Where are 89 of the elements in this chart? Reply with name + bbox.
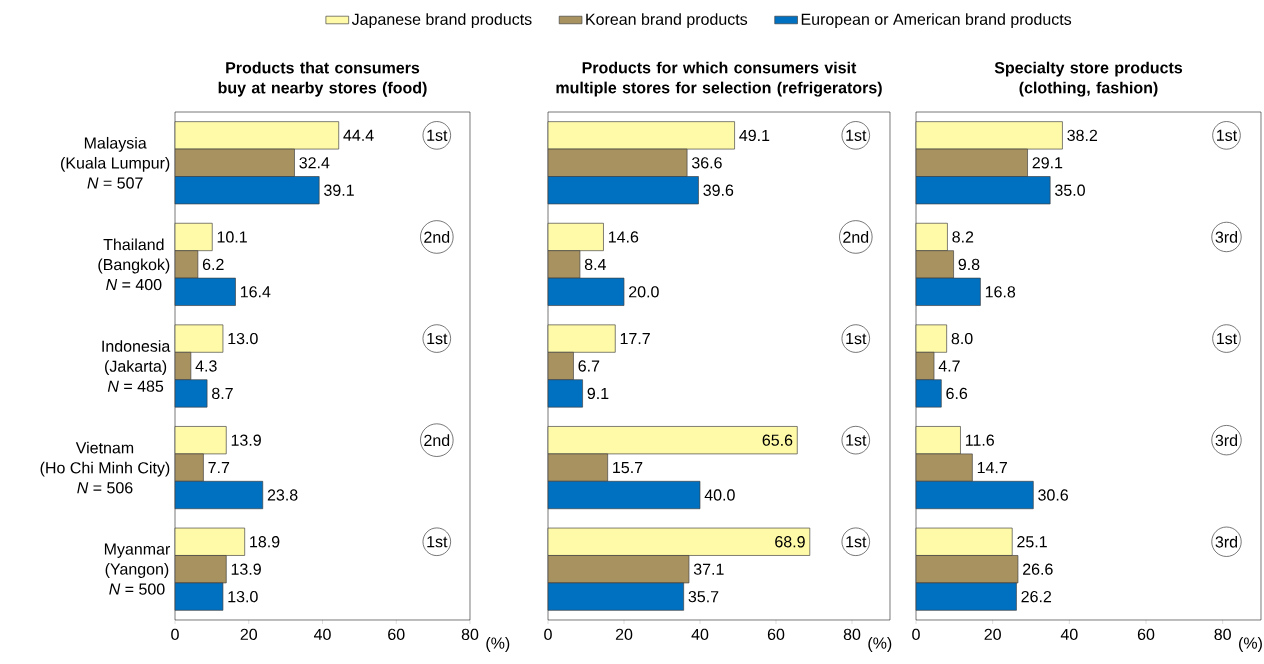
x-tick-label: 60 xyxy=(1137,628,1155,641)
data-label: 32.4 xyxy=(299,157,330,169)
annotation: 3rd xyxy=(1215,231,1238,243)
data-label: 18.9 xyxy=(250,536,280,548)
data-label: 4.3 xyxy=(195,360,217,372)
data-label: 20.0 xyxy=(629,286,659,298)
data-label: 29.1 xyxy=(1032,157,1063,169)
annotation: 1st xyxy=(1217,332,1238,345)
data-label: 13.0 xyxy=(228,332,258,345)
data-label: 6.7 xyxy=(578,360,600,372)
data-label: 13.9 xyxy=(231,563,261,575)
x-tick-label: 40 xyxy=(691,628,709,641)
annotation: 3rd xyxy=(1215,535,1238,548)
data-label: 10.1 xyxy=(217,231,247,243)
data-label: 16.8 xyxy=(985,286,1016,298)
data-label: 13.0 xyxy=(228,590,258,603)
data-label: 23.8 xyxy=(267,489,298,501)
data-label: 49.1 xyxy=(739,129,770,142)
data-label: 13.9 xyxy=(231,434,261,446)
data-label: 30.6 xyxy=(1038,489,1068,501)
data-label: 4.7 xyxy=(938,360,960,372)
chart-title: Products that consumers buy at nearby stores (food) xyxy=(218,61,427,97)
x-tick-label: 0 xyxy=(171,628,179,641)
data-label: 11.6 xyxy=(965,434,994,446)
data-label: 6.6 xyxy=(946,387,968,400)
annotation: 1st xyxy=(427,536,448,548)
annotation: 2nd xyxy=(843,231,869,243)
data-label: 39.1 xyxy=(324,184,354,196)
annotation: 1st xyxy=(846,536,867,548)
annotation: 1st xyxy=(427,332,448,345)
x-tick-label: 40 xyxy=(313,628,331,641)
annotation: 2nd xyxy=(424,231,450,243)
data-label: 8.7 xyxy=(212,387,233,400)
chart-title: Products for which consumers visit multiple stores for selection (refrigerators) xyxy=(556,61,882,97)
x-tick-label: 40 xyxy=(1060,628,1078,641)
data-label: 26.2 xyxy=(1021,590,1052,603)
x-tick-label: 80 xyxy=(461,628,479,641)
legend-label: Korean brand products xyxy=(586,13,748,29)
x-tick-label: 20 xyxy=(615,628,633,641)
data-label: 9.1 xyxy=(587,387,609,400)
data-label: 25.1 xyxy=(1017,536,1047,548)
x-axis-title: (%) xyxy=(486,637,510,652)
data-label: 26.6 xyxy=(1023,563,1053,575)
x-tick-label: 60 xyxy=(388,628,405,641)
annotation: 1st xyxy=(427,129,448,141)
data-label: 36.6 xyxy=(691,157,722,169)
data-label: 38.2 xyxy=(1067,129,1098,142)
data-label: 15.7 xyxy=(613,462,643,474)
x-tick-label: 80 xyxy=(1214,628,1231,641)
data-label: 8.2 xyxy=(952,231,974,243)
data-label: 35.7 xyxy=(688,590,719,603)
x-axis-title: (%) xyxy=(868,637,892,652)
data-label: 35.0 xyxy=(1055,184,1085,196)
data-label: 65.6 xyxy=(762,434,793,446)
annotation: 2nd xyxy=(424,434,450,447)
y-tick-label: Vietnam (Ho Chi Minh City) N = 506 xyxy=(40,441,170,494)
x-tick-label: 0 xyxy=(912,628,920,641)
x-tick-label: 0 xyxy=(544,628,552,641)
y-tick-label: Myanmar (Yangon) N = 500 xyxy=(104,543,171,595)
annotation: 1st xyxy=(846,129,867,141)
data-label: 14.6 xyxy=(608,231,639,243)
data-label: 8.4 xyxy=(584,258,606,271)
data-label: 40.0 xyxy=(704,489,735,501)
y-tick-label: Indonesia (Jakarta) N = 485 xyxy=(102,340,171,392)
data-label: 17.7 xyxy=(620,333,650,345)
data-label: 16.4 xyxy=(240,286,271,298)
annotation: 1st xyxy=(846,434,867,446)
x-tick-label: 60 xyxy=(767,628,785,641)
legend-label: Japanese brand products xyxy=(351,13,532,29)
data-label: 7.7 xyxy=(208,462,230,474)
data-label: 44.4 xyxy=(343,129,374,141)
data-label: 8.0 xyxy=(951,332,973,345)
y-tick-label: Thailand (Bangkok) N = 400 xyxy=(98,238,170,291)
annotation: 3rd xyxy=(1215,434,1238,447)
x-axis-title: (%) xyxy=(1239,637,1262,652)
data-label: 6.2 xyxy=(202,258,224,271)
annotation: 1st xyxy=(846,332,867,345)
data-label: 14.7 xyxy=(977,462,1007,474)
data-label: 68.9 xyxy=(775,536,805,548)
chart-title: Specialty store products (clothing, fashion) xyxy=(994,61,1183,97)
data-label: 9.8 xyxy=(958,258,980,271)
x-tick-label: 20 xyxy=(984,628,1001,641)
data-label: 37.1 xyxy=(693,563,724,575)
x-tick-label: 80 xyxy=(843,628,861,641)
data-label: 39.6 xyxy=(703,184,734,196)
y-tick-label: Malaysia (Kuala Lumpur) N = 507 xyxy=(61,136,170,189)
annotation: 1st xyxy=(1217,129,1238,141)
x-tick-label: 20 xyxy=(240,628,258,641)
legend-label: European or American brand products xyxy=(801,13,1072,29)
